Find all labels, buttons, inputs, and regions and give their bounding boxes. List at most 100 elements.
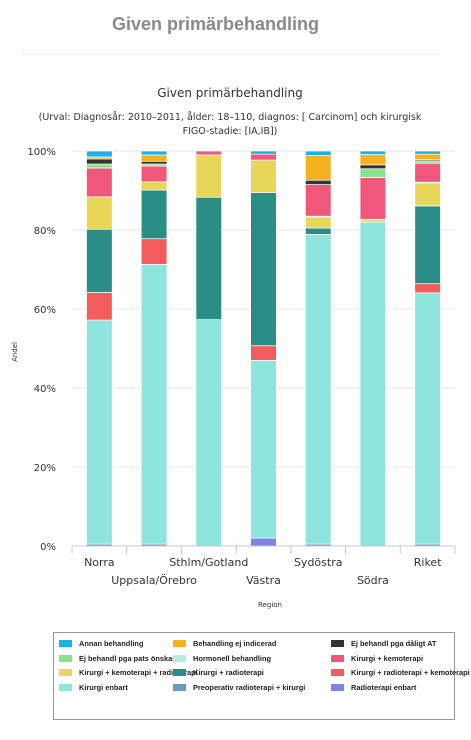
bar-segment [86, 163, 113, 169]
legend-swatch [331, 654, 344, 662]
x-category-label: Sydöstra [294, 556, 343, 569]
legend-swatch [173, 683, 186, 691]
legend-item[interactable]: Annan behandling [59, 639, 143, 648]
chart-subtitle-line-2: FIGO-stadie: [IA,IB]) [183, 126, 278, 137]
legend-label: Hormonell behandling [193, 653, 272, 663]
bar-segment [414, 292, 441, 545]
legend-item[interactable]: Kirurgi enbart [59, 683, 128, 692]
legend-label: Kirurgi + kemoterapi + radioterapi [79, 668, 198, 677]
bar-segment [86, 167, 113, 198]
bar-segment [305, 227, 332, 235]
legend-item[interactable]: Kirurgi + kemoterapi + radioterapi [59, 668, 198, 677]
legend-item[interactable]: Kirurgi + kemoterapi [331, 654, 423, 663]
bar-segment [359, 164, 387, 170]
legend-item[interactable]: Radioterapi enbart [331, 683, 416, 692]
bar-stack [140, 150, 168, 547]
bar-segment [140, 160, 168, 165]
bar-segment [359, 219, 387, 223]
y-tick-label: 40% [34, 384, 56, 395]
bar-segment [250, 345, 277, 361]
bar-segment [414, 205, 441, 285]
bar-segment [305, 179, 332, 185]
legend-item[interactable]: Hormonell behandling [173, 654, 271, 663]
legend-item[interactable]: Behandling ej indicerad [173, 639, 276, 648]
bar-segment [414, 160, 441, 164]
bar-segment [305, 216, 332, 229]
bar-segment [86, 150, 113, 158]
bar-segment [250, 159, 277, 193]
legend-item[interactable]: Preoperativ radioterapi + kirurgi [173, 683, 305, 692]
bar-segment [414, 153, 441, 161]
bar-segment [86, 292, 113, 321]
bar-segment [195, 319, 222, 547]
legend-swatch [59, 683, 72, 691]
bar-segment [140, 154, 168, 162]
legend-label: Radioterapi enbart [351, 682, 417, 692]
legend-label: Kirurgi + radioterapi + kemoterapi [351, 668, 470, 677]
bar-segment [305, 154, 332, 181]
x-category-label: Södra [357, 574, 389, 587]
bar-segment [140, 150, 168, 156]
y-tick-label: 60% [34, 305, 56, 316]
x-category-label: Sthlm/Gotland [169, 556, 248, 569]
bar-stack [195, 150, 222, 547]
bar-segment [140, 181, 168, 191]
legend-item[interactable]: Kirurgi + radioterapi [173, 668, 264, 677]
bar-segment [359, 154, 387, 166]
legend-swatch [173, 669, 186, 676]
bar-segment [195, 150, 222, 156]
bar-series [86, 150, 441, 547]
bar-segment [140, 238, 168, 265]
bar-segment [250, 192, 277, 347]
bar-segment [305, 233, 332, 545]
x-category-label: Uppsala/Örebro [111, 574, 197, 587]
bar-segment [359, 177, 387, 220]
bar-segment [414, 283, 441, 294]
legend-swatch [173, 640, 186, 647]
y-tick-labels: 0% 20% 40% 60% 80% 100% [27, 147, 56, 553]
y-tick-label: 80% [34, 226, 56, 237]
legend-label: Behandling ej indicerad [193, 639, 277, 648]
legend-swatch [331, 640, 344, 647]
legend-label: Kirurgi enbart [79, 682, 128, 692]
bar-segment [86, 158, 113, 165]
legend-label: Kirurgi + kemoterapi [351, 653, 424, 663]
y-tick-label: 20% [34, 463, 56, 474]
bar-segment [359, 150, 387, 155]
legend-item[interactable]: Ej behandl pga pats önskan [59, 654, 177, 663]
bar-segment [305, 150, 332, 156]
legend-swatch [173, 654, 186, 662]
bar-stack [86, 150, 113, 547]
bar-segment [140, 165, 168, 183]
bar-segment [305, 184, 332, 217]
x-axis-title: Region [258, 601, 282, 609]
legend-label: Ej behandl pga dåligt AT [351, 639, 437, 648]
legend-swatch [331, 669, 344, 676]
x-axis: Norra Uppsala/Örebro Sthlm/Gotland Västra Sy… [71, 545, 456, 587]
bar-segment [414, 182, 441, 207]
bar-segment [86, 196, 113, 230]
legend-item[interactable]: Ej behandl pga dåligt AT [331, 639, 436, 648]
legend-label: Ej behandl pga pats önskan [79, 653, 177, 663]
y-axis-title: Andel [11, 342, 19, 362]
bar-segment [195, 154, 222, 198]
bar-segment [250, 360, 277, 539]
x-category-label: Riket [414, 556, 442, 569]
chart-title: Given primärbehandling [157, 86, 302, 100]
bar-segment [359, 221, 387, 547]
bar-stack [414, 150, 441, 547]
y-tick-label: 100% [27, 147, 56, 158]
legend-item[interactable]: Kirurgi + radioterapi + kemoterapi [331, 668, 470, 677]
title-divider [20, 54, 440, 55]
bar-segment [86, 319, 113, 545]
chart-legend: Annan behandling Behandling ej indicerad E… [53, 632, 470, 720]
bar-segment [414, 150, 441, 155]
bar-segment [250, 153, 277, 161]
bar-segment [86, 228, 113, 293]
stacked-bar-chart: Given primärbehandling (Urval: Diagnosår… [11, 86, 456, 609]
chart-subtitle-line-1: (Urval: Diagnosår: 2010–2011, ålder: 18–… [39, 112, 422, 123]
legend-swatch [331, 683, 344, 691]
bar-segment [359, 168, 387, 178]
y-tick-label: 0% [40, 542, 56, 553]
x-category-label: Norra [84, 556, 115, 569]
